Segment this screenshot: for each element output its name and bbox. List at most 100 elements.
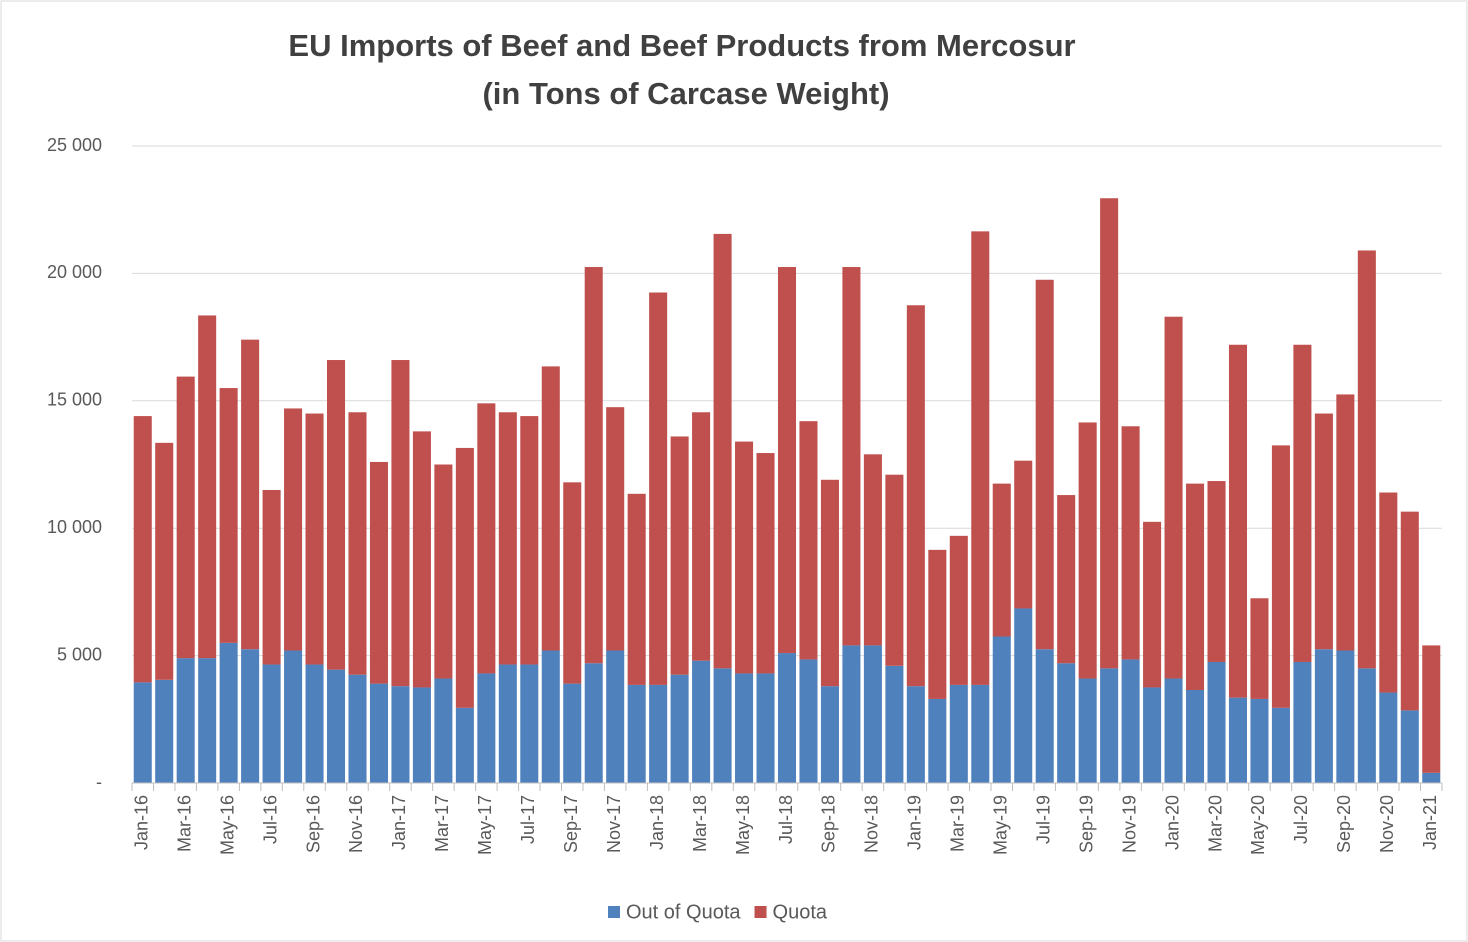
bar-segment [863, 454, 882, 646]
bar-segment [1057, 663, 1076, 783]
bar-segment [219, 642, 238, 783]
bar-segment [992, 483, 1011, 637]
bar-segment [1207, 661, 1226, 783]
bar-segment [455, 707, 474, 783]
bar-segment [155, 679, 174, 783]
bar-segment [477, 403, 496, 674]
bar-segment [649, 292, 668, 685]
bar-segment [692, 412, 711, 661]
bar-segment [520, 416, 539, 665]
bar-segment [649, 684, 668, 783]
bar-segment [885, 474, 904, 666]
x-tick-label: Nov-18 [862, 795, 882, 853]
bar-segment [1100, 198, 1119, 669]
bar-segment [541, 650, 560, 783]
bar-segment [885, 665, 904, 783]
bar-segment [1186, 483, 1205, 690]
x-tick-label: Jan-17 [389, 795, 409, 850]
bar-segment [842, 267, 861, 646]
bar-segment [777, 653, 797, 783]
x-tick-label: Jul-16 [260, 795, 280, 844]
bar-segment [1400, 511, 1419, 711]
bar-segment [1422, 645, 1441, 773]
bar-segment [1271, 445, 1290, 708]
x-tick-label: May-19 [991, 795, 1011, 855]
bar-segment [863, 645, 882, 783]
bar-segment [820, 479, 839, 687]
bar-segment [606, 407, 625, 651]
bar-segment [133, 416, 152, 683]
bar-segment [391, 686, 410, 783]
bar-segment [627, 493, 646, 685]
x-tick-label: Mar-18 [690, 795, 710, 852]
bar-segment [434, 464, 453, 679]
bar-segment [305, 664, 324, 783]
y-tick-label: 25 000 [47, 135, 102, 155]
bar-segment [799, 659, 818, 783]
x-tick-label: Nov-19 [1119, 795, 1139, 853]
bar-segment [1314, 413, 1333, 650]
y-tick-label: 15 000 [47, 390, 102, 410]
bar-segment [1357, 668, 1376, 783]
bar-segment [198, 658, 217, 783]
bar-segment [1379, 492, 1398, 693]
bar-segment [1357, 250, 1376, 669]
bar-segment [735, 441, 754, 674]
bar-segment [820, 686, 839, 783]
bar-segment [541, 366, 560, 651]
legend-label: Out of Quota [626, 901, 741, 923]
y-tick-label: 20 000 [47, 262, 102, 282]
bar-segment [756, 673, 775, 783]
x-tick-label: Mar-20 [1205, 795, 1225, 852]
bar-segment [1336, 650, 1355, 783]
bar-segment [198, 315, 217, 659]
bar-segment [1271, 707, 1290, 783]
x-tick-label: Jul-19 [1033, 795, 1053, 844]
x-tick-label: Jan-19 [905, 795, 925, 850]
bar-segment [1293, 344, 1312, 662]
bar-segment [520, 664, 539, 783]
bar-segment [241, 339, 260, 650]
bar-segment [1143, 521, 1162, 688]
bar-segment [670, 674, 689, 783]
x-tick-label: Jan-18 [647, 795, 667, 850]
bar-segment [1035, 279, 1054, 650]
bar-segment [1121, 426, 1140, 660]
x-tick-label: May-16 [217, 795, 237, 855]
bar-segment [1186, 689, 1205, 783]
bar-segment [563, 482, 582, 684]
bar-segment [1379, 692, 1398, 783]
bar-segment [262, 489, 281, 665]
bar-segment [1207, 481, 1226, 662]
x-tick-label: Sep-18 [819, 795, 839, 853]
bar-segment [1400, 710, 1419, 783]
bar-segment [627, 684, 646, 783]
bar-segment [971, 684, 990, 783]
bar-segment [477, 673, 496, 783]
x-tick-label: Mar-19 [948, 795, 968, 852]
x-tick-label: Nov-20 [1377, 795, 1397, 853]
bar-segment [1143, 687, 1162, 783]
x-tick-label: Mar-17 [432, 795, 452, 852]
x-tick-label: Sep-16 [303, 795, 323, 853]
bar-segment [326, 360, 346, 670]
bar-segment [369, 461, 388, 684]
bar-segment [1121, 659, 1140, 783]
bar-segment [262, 664, 281, 783]
bar-segment [369, 683, 388, 783]
bar-segment [949, 535, 968, 685]
bar-segment [606, 650, 625, 783]
x-tick-label: May-17 [475, 795, 495, 855]
bar-segment [133, 682, 152, 783]
bar-segment [756, 453, 775, 674]
bar-segment [1228, 697, 1248, 783]
bar-segment [284, 408, 303, 651]
bar-segment [176, 376, 195, 659]
bar-segment [1293, 661, 1312, 783]
legend-label: Quota [773, 901, 828, 923]
chart-title: EU Imports of Beef and Beef Products fro… [288, 28, 1075, 63]
bar-segment [584, 663, 603, 783]
bar-segment [241, 649, 260, 783]
bar-segment [391, 360, 410, 687]
x-tick-label: Jul-17 [518, 795, 538, 844]
